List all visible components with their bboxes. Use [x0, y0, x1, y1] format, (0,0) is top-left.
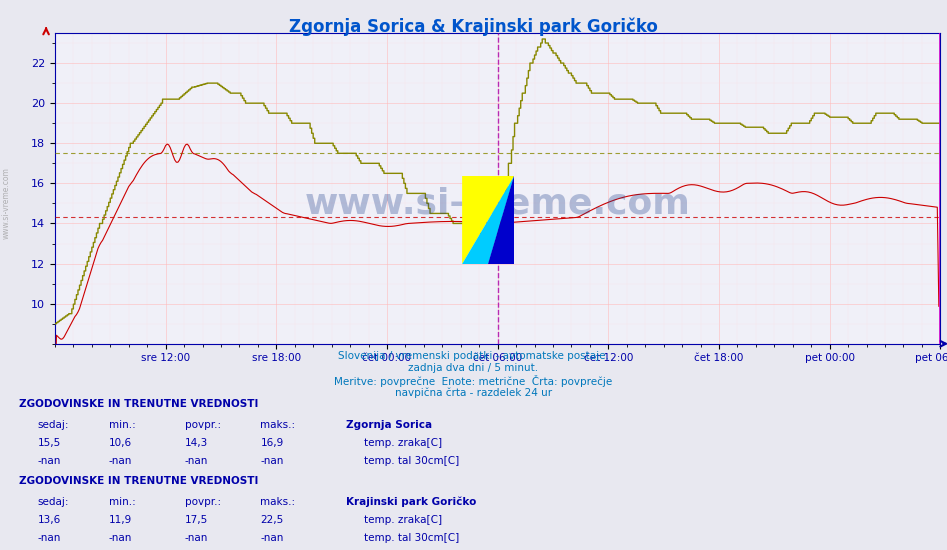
- Text: maks.:: maks.:: [260, 497, 295, 507]
- Text: povpr.:: povpr.:: [185, 420, 221, 430]
- Text: -nan: -nan: [185, 533, 208, 543]
- Polygon shape: [489, 176, 514, 264]
- Text: 17,5: 17,5: [185, 515, 208, 525]
- Text: ZGODOVINSKE IN TRENUTNE VREDNOSTI: ZGODOVINSKE IN TRENUTNE VREDNOSTI: [19, 399, 259, 409]
- Text: temp. zraka[C]: temp. zraka[C]: [364, 515, 441, 525]
- Polygon shape: [462, 176, 514, 264]
- Text: 13,6: 13,6: [38, 515, 62, 525]
- Text: -nan: -nan: [38, 533, 62, 543]
- Text: www.si-vreme.com: www.si-vreme.com: [1, 168, 10, 239]
- Text: temp. zraka[C]: temp. zraka[C]: [364, 438, 441, 448]
- Text: -nan: -nan: [38, 456, 62, 466]
- Text: Meritve: povprečne  Enote: metrične  Črta: povprečje: Meritve: povprečne Enote: metrične Črta:…: [334, 375, 613, 387]
- Polygon shape: [462, 176, 514, 264]
- Text: temp. tal 30cm[C]: temp. tal 30cm[C]: [364, 533, 459, 543]
- Text: temp. tal 30cm[C]: temp. tal 30cm[C]: [364, 456, 459, 466]
- Text: navpična črta - razdelek 24 ur: navpična črta - razdelek 24 ur: [395, 387, 552, 398]
- Text: 22,5: 22,5: [260, 515, 284, 525]
- Text: 15,5: 15,5: [38, 438, 62, 448]
- Text: min.:: min.:: [109, 420, 135, 430]
- Text: ZGODOVINSKE IN TRENUTNE VREDNOSTI: ZGODOVINSKE IN TRENUTNE VREDNOSTI: [19, 476, 259, 486]
- Text: sedaj:: sedaj:: [38, 420, 69, 430]
- Text: 11,9: 11,9: [109, 515, 133, 525]
- Text: -nan: -nan: [109, 456, 133, 466]
- Text: povpr.:: povpr.:: [185, 497, 221, 507]
- Text: -nan: -nan: [260, 533, 284, 543]
- Text: 16,9: 16,9: [260, 438, 284, 448]
- Text: -nan: -nan: [185, 456, 208, 466]
- Text: 14,3: 14,3: [185, 438, 208, 448]
- Text: Zgornja Sorica: Zgornja Sorica: [346, 420, 432, 430]
- Text: Slovenija / vremenski podatki - avtomatske postaje.: Slovenija / vremenski podatki - avtomats…: [338, 351, 609, 361]
- Text: Zgornja Sorica & Krajinski park Goričko: Zgornja Sorica & Krajinski park Goričko: [289, 18, 658, 36]
- Text: min.:: min.:: [109, 497, 135, 507]
- Text: 10,6: 10,6: [109, 438, 132, 448]
- Text: www.si-vreme.com: www.si-vreme.com: [305, 187, 690, 221]
- Text: Krajinski park Goričko: Krajinski park Goričko: [346, 497, 476, 507]
- Text: zadnja dva dni / 5 minut.: zadnja dva dni / 5 minut.: [408, 363, 539, 373]
- Text: -nan: -nan: [109, 533, 133, 543]
- Text: -nan: -nan: [260, 456, 284, 466]
- Text: sedaj:: sedaj:: [38, 497, 69, 507]
- Text: maks.:: maks.:: [260, 420, 295, 430]
